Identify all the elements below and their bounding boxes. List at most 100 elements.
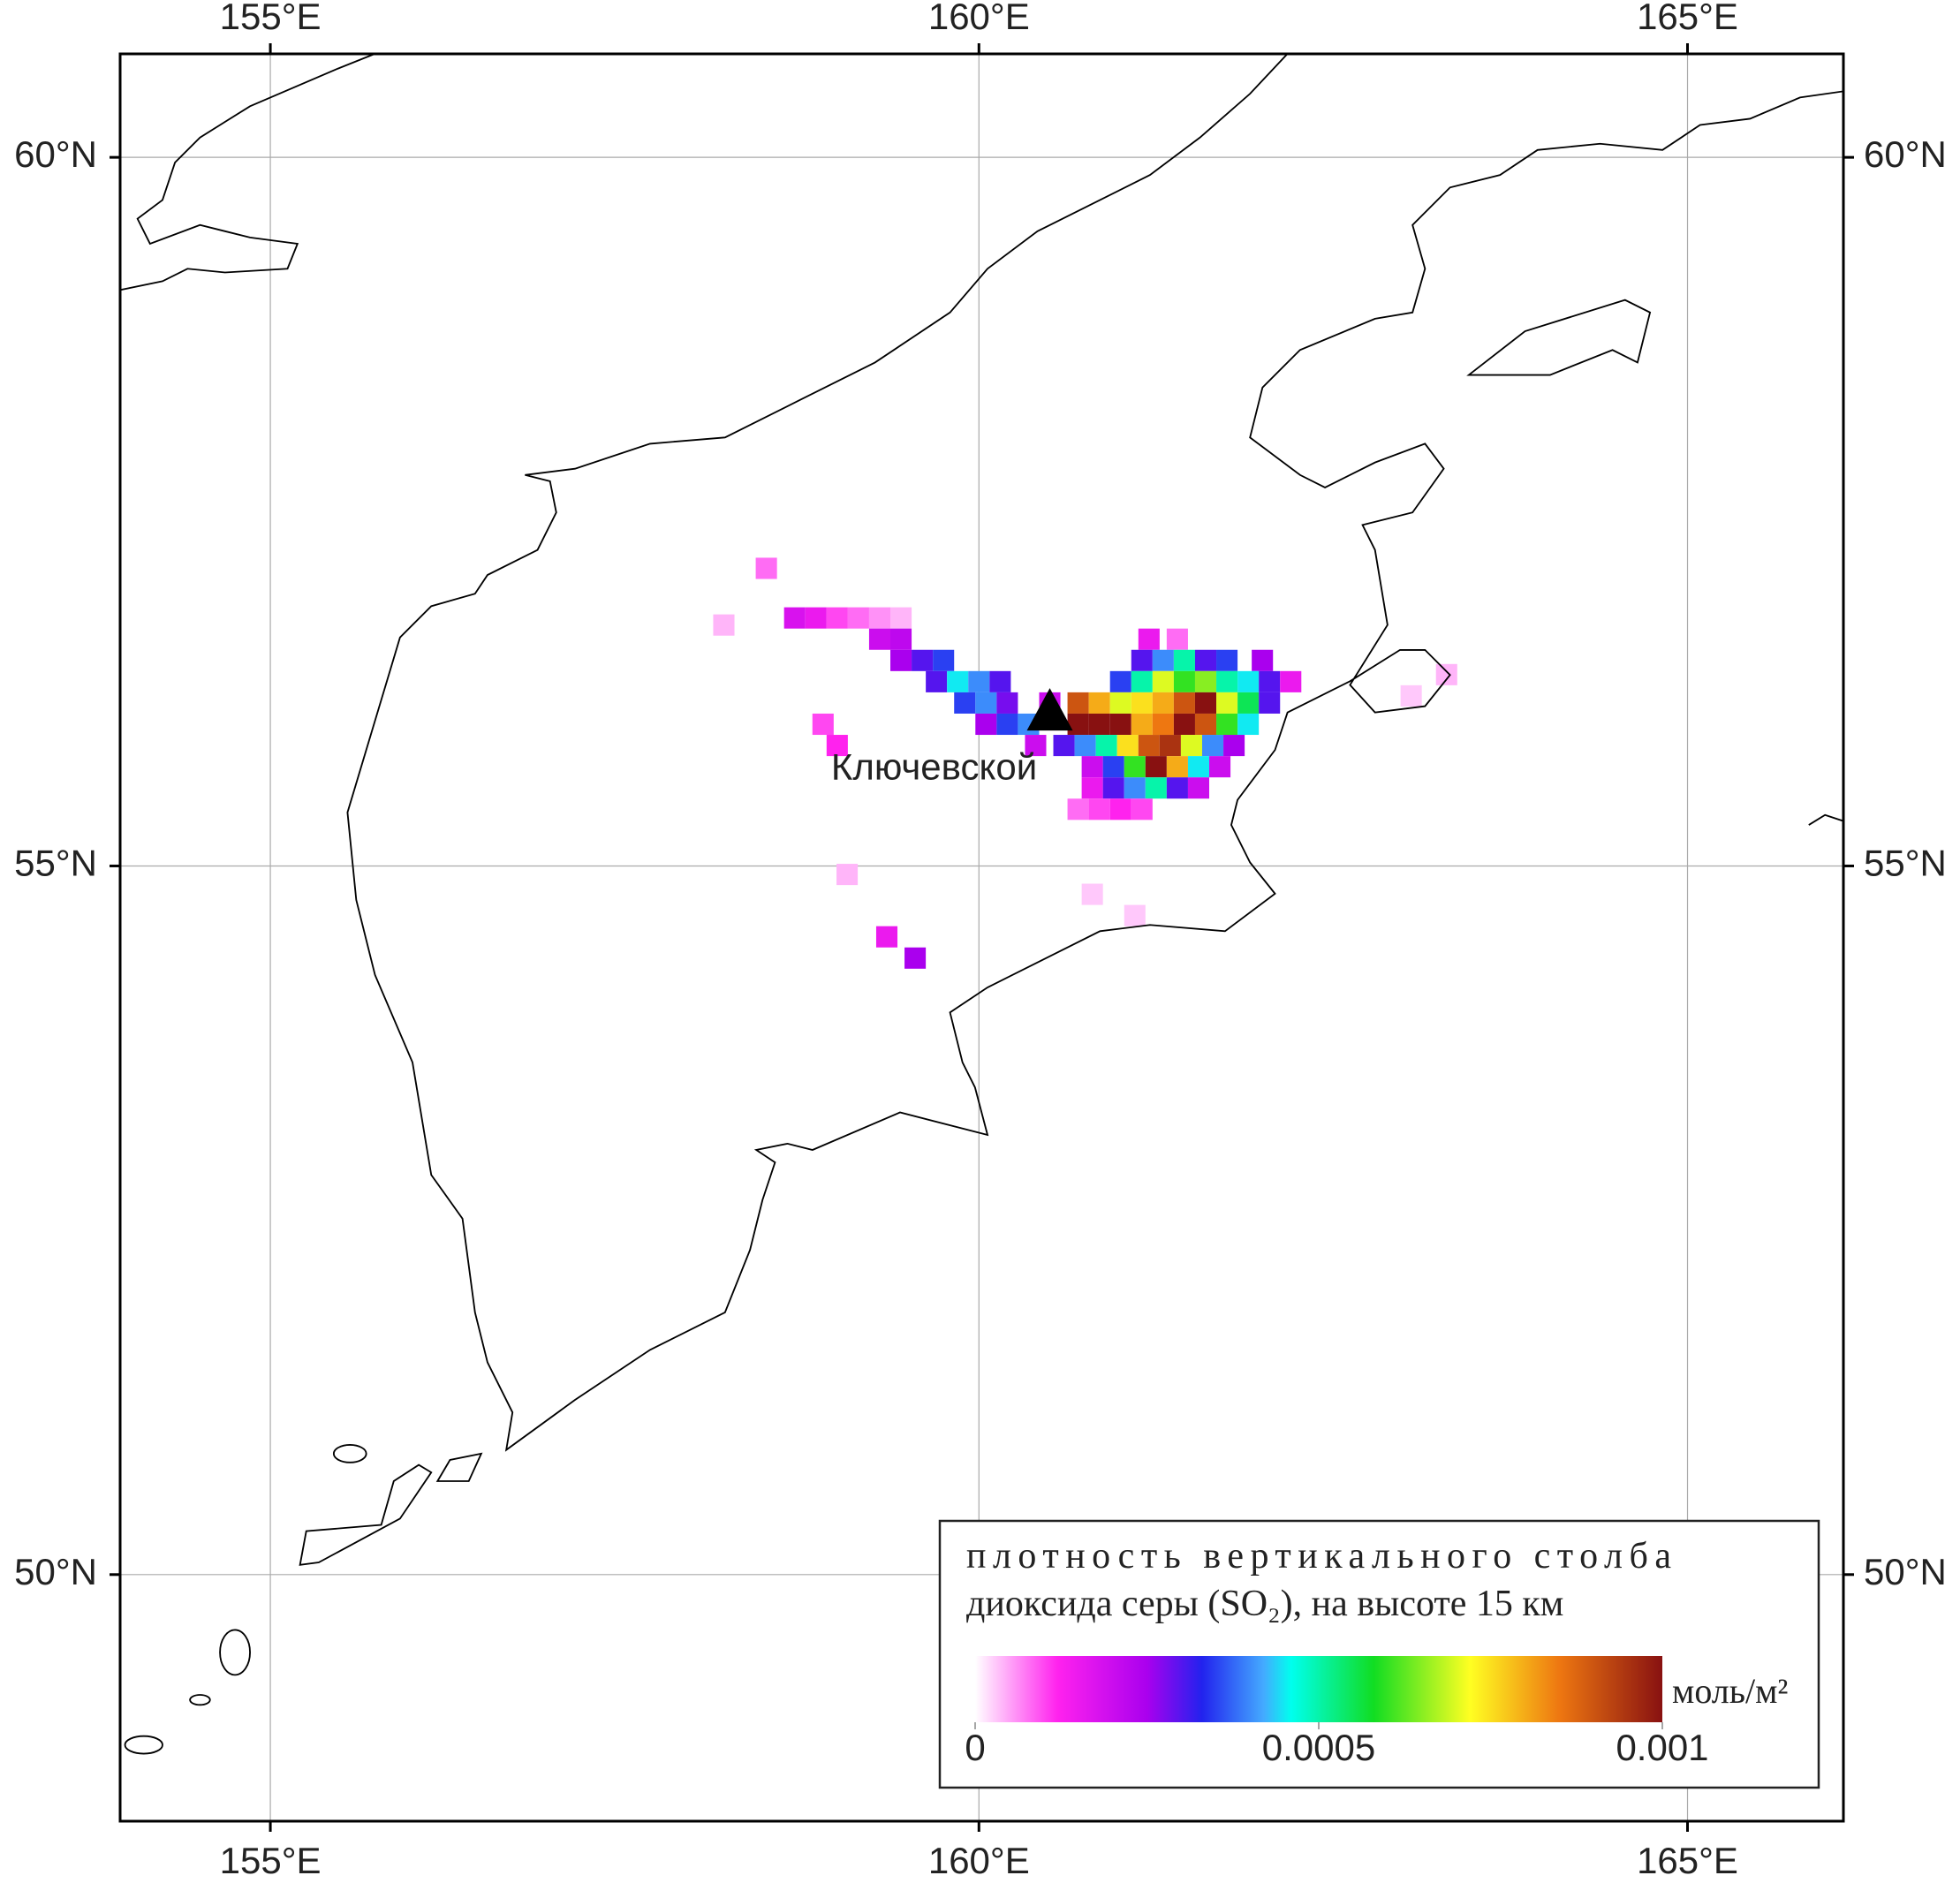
so2-cell — [1081, 756, 1103, 778]
so2-cell — [805, 607, 827, 629]
so2-cell — [1187, 756, 1210, 778]
so2-cell — [1400, 684, 1422, 707]
x-tick-label: 165°E — [1637, 1840, 1738, 1881]
so2-cell — [1237, 692, 1260, 714]
so2-cell — [1173, 670, 1195, 692]
so2-cell — [1025, 735, 1047, 757]
so2-cell — [1116, 735, 1139, 757]
so2-cell — [1067, 692, 1089, 714]
so2-cell — [1131, 692, 1153, 714]
so2-cell — [890, 649, 912, 671]
so2-cell — [975, 692, 997, 714]
so2-cell — [755, 557, 777, 579]
so2-cell — [713, 614, 735, 636]
graticule — [120, 54, 1843, 1821]
so2-cell — [1280, 670, 1302, 692]
colorbar-unit: моль/м² — [1672, 1671, 1788, 1711]
so2-cell — [1152, 670, 1174, 692]
so2-cell — [926, 670, 948, 692]
so2-cell — [1173, 713, 1195, 736]
so2-cell — [1088, 692, 1110, 714]
y-tick-label: 60°N — [1864, 133, 1947, 175]
so2-cell — [1088, 713, 1110, 736]
y-tick-label: 55°N — [1864, 843, 1947, 884]
so2-cell — [1131, 798, 1153, 821]
so2-cell — [1145, 756, 1167, 778]
so2-cell — [989, 670, 1011, 692]
so2-cell — [1194, 713, 1217, 736]
so2-cell — [1152, 713, 1174, 736]
so2-cell — [975, 713, 997, 736]
so2-cell — [1081, 883, 1103, 905]
volcano-label: Ключевской — [831, 745, 1037, 787]
y-tick-label: 55°N — [14, 843, 97, 884]
so2-cell — [1237, 670, 1260, 692]
so2-cell — [1074, 735, 1096, 757]
x-tick-label: 165°E — [1637, 0, 1738, 37]
so2-cell — [1067, 713, 1089, 736]
so2-cell — [954, 692, 976, 714]
y-tick-label: 50°N — [1864, 1551, 1947, 1592]
legend-title: диоксида серы (SO₂), на высоте 15 км — [966, 1584, 1563, 1624]
so2-cell — [1209, 756, 1231, 778]
so2-cell — [1109, 670, 1131, 692]
so2-cell — [1252, 649, 1274, 671]
so2-cell — [1216, 692, 1238, 714]
so2-cell — [783, 607, 806, 629]
so2-cell — [1173, 692, 1195, 714]
so2-cell — [1166, 756, 1188, 778]
so2-cell — [996, 692, 1018, 714]
so2-cell — [1095, 735, 1117, 757]
so2-cell — [1216, 670, 1238, 692]
so2-cell — [812, 713, 834, 736]
x-tick-label: 155°E — [220, 1840, 322, 1881]
so2-cell — [1145, 777, 1167, 799]
so2-cell — [904, 947, 927, 969]
so2-cell — [1223, 735, 1245, 757]
so2-cell — [933, 649, 955, 671]
so2-cell — [1180, 735, 1202, 757]
so2-cell — [1166, 628, 1188, 650]
so2-cell — [1237, 713, 1260, 736]
so2-cell — [1152, 649, 1174, 671]
so2-cell — [1124, 777, 1146, 799]
colorbar-tick-label: 0 — [965, 1727, 985, 1768]
so2-cell — [1053, 735, 1075, 757]
so2-cell — [947, 670, 969, 692]
volcano: Ключевской — [831, 688, 1073, 787]
so2-cell — [1088, 798, 1110, 821]
so2-cell — [890, 607, 912, 629]
x-tick-label: 160°E — [928, 0, 1030, 37]
so2-cell — [1259, 692, 1281, 714]
y-tick-label: 50°N — [14, 1551, 97, 1592]
so2-cell — [1173, 649, 1195, 671]
so2-layer — [713, 557, 1457, 969]
so2-cell — [890, 628, 912, 650]
so2-cell — [968, 670, 990, 692]
legend: плотность вертикального столба диоксида … — [938, 1519, 1820, 1789]
colorbar — [975, 1656, 1662, 1722]
so2-cell — [1435, 663, 1457, 685]
x-tick-label: 160°E — [928, 1840, 1030, 1881]
so2-cell — [1216, 649, 1238, 671]
so2-cell — [912, 649, 934, 671]
so2-cell — [996, 713, 1018, 736]
so2-cell — [1138, 628, 1160, 650]
legend-box — [938, 1519, 1820, 1789]
so2-cell — [1067, 798, 1089, 821]
so2-cell — [1194, 670, 1217, 692]
volcano-marker — [1026, 688, 1073, 731]
so2-cell — [826, 735, 848, 757]
so2-cell — [1259, 670, 1281, 692]
so2-cell — [1152, 692, 1174, 714]
so2-cell — [868, 628, 891, 650]
so2-cell — [1138, 735, 1160, 757]
so2-cell — [1194, 649, 1217, 671]
so2-cell — [1194, 692, 1217, 714]
so2-cell — [1216, 713, 1238, 736]
colorbar-tick-label: 0.001 — [1616, 1727, 1708, 1768]
so2-cell — [1201, 735, 1224, 757]
so2-cell — [1131, 713, 1153, 736]
so2-cell — [1109, 798, 1131, 821]
